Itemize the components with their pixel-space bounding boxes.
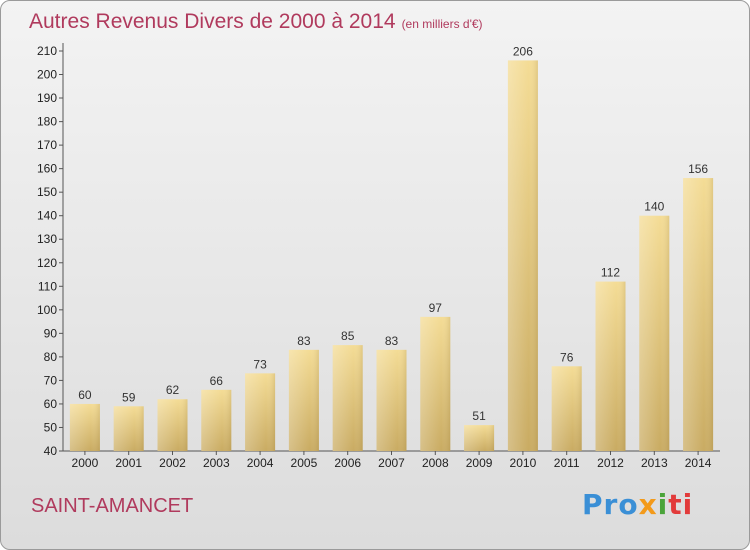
data-label: 76 (560, 350, 574, 364)
data-label: 83 (385, 334, 399, 348)
bar-shade (245, 373, 276, 451)
y-tick-label: 130 (37, 232, 57, 246)
y-tick-label: 160 (37, 162, 57, 176)
x-tick-label: 2011 (554, 456, 580, 470)
logo-part-4: ti (668, 488, 694, 521)
y-tick-label: 210 (37, 44, 57, 58)
bar-shade (288, 349, 319, 451)
y-tick-label: 180 (37, 115, 57, 129)
bar-shade (332, 345, 363, 451)
data-label: 51 (472, 409, 486, 423)
x-tick-label: 2012 (597, 456, 624, 470)
bar-shade (69, 403, 100, 451)
y-tick-label: 80 (44, 350, 58, 364)
x-tick-label: 2004 (247, 456, 274, 470)
bar-shade (201, 389, 232, 451)
bar-shade (157, 399, 188, 451)
y-tick-label: 110 (38, 279, 57, 293)
chart-title: Autres Revenus Divers de 2000 à 2014 (en … (29, 10, 483, 34)
y-tick-label: 140 (37, 209, 57, 223)
x-tick-label: 2001 (115, 456, 142, 470)
data-label: 62 (166, 383, 180, 397)
y-tick-label: 190 (37, 91, 57, 105)
y-tick-label: 100 (37, 303, 57, 317)
data-label: 83 (297, 334, 311, 348)
logo-part-1: Pro (582, 488, 639, 521)
data-label: 112 (601, 266, 620, 280)
bar-shade (595, 281, 626, 451)
x-tick-label: 2009 (466, 456, 493, 470)
logo-part-2: x (638, 488, 658, 521)
data-label: 59 (122, 390, 136, 404)
logo-part-3: i (657, 488, 669, 521)
data-label: 85 (341, 329, 355, 343)
bar-shade (376, 349, 407, 451)
x-tick-label: 2010 (510, 456, 537, 470)
y-tick-label: 50 (44, 420, 58, 434)
bar-shade (683, 178, 714, 451)
chart-title-unit: (en milliers d'€) (401, 17, 483, 31)
data-label: 206 (513, 44, 533, 58)
y-tick-label: 120 (37, 256, 57, 270)
data-label: 73 (253, 357, 267, 371)
y-tick-label: 40 (44, 444, 58, 458)
y-tick-label: 150 (37, 185, 57, 199)
data-label: 66 (210, 374, 224, 388)
bar-shade (507, 60, 538, 451)
bar-shade (113, 406, 144, 451)
bar-shade (639, 215, 670, 451)
x-tick-label: 2000 (72, 456, 99, 470)
bar-shade (551, 366, 582, 451)
y-tick-label: 200 (37, 68, 57, 82)
data-label: 60 (78, 388, 92, 402)
proxiti-logo: Proxiti (582, 488, 693, 521)
data-label: 156 (688, 162, 708, 176)
data-label: 97 (429, 301, 443, 315)
x-tick-label: 2003 (203, 456, 230, 470)
x-tick-label: 2014 (685, 456, 712, 470)
y-tick-label: 90 (44, 326, 58, 340)
x-tick-label: 2002 (159, 456, 186, 470)
y-tick-label: 170 (37, 138, 57, 152)
bar-shade (420, 316, 451, 451)
x-tick-label: 2007 (378, 456, 405, 470)
y-tick-label: 70 (44, 373, 58, 387)
commune-name: SAINT-AMANCET (31, 495, 194, 517)
x-tick-label: 2005 (291, 456, 318, 470)
data-label: 140 (644, 200, 664, 214)
x-tick-label: 2013 (641, 456, 668, 470)
x-tick-label: 2006 (334, 456, 361, 470)
chart-title-text: Autres Revenus Divers de 2000 à 2014 (29, 10, 396, 33)
x-tick-label: 2008 (422, 456, 449, 470)
y-tick-label: 60 (44, 397, 58, 411)
bar-shade (464, 425, 495, 451)
